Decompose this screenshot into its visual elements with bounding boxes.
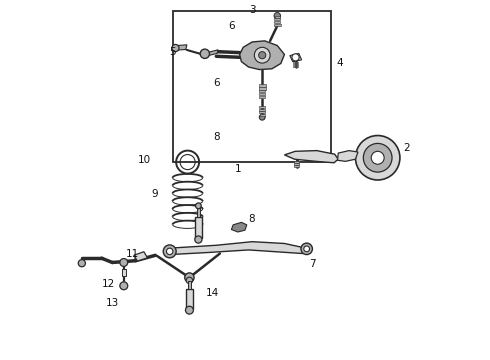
Circle shape (195, 236, 202, 243)
Text: 10: 10 (138, 155, 151, 165)
Bar (294, 163, 299, 165)
Bar (259, 90, 266, 93)
Text: 1: 1 (235, 164, 242, 174)
Bar (122, 269, 126, 276)
Circle shape (186, 306, 194, 314)
Polygon shape (285, 150, 338, 163)
Bar (259, 84, 266, 87)
Circle shape (167, 248, 173, 255)
Bar (274, 24, 280, 26)
Circle shape (292, 54, 299, 61)
Polygon shape (134, 252, 147, 261)
Bar (259, 111, 265, 113)
Text: 4: 4 (337, 58, 343, 68)
Text: 11: 11 (126, 248, 139, 258)
Bar (188, 282, 191, 289)
Text: 7: 7 (310, 259, 316, 269)
Text: 3: 3 (249, 5, 255, 15)
Bar (259, 106, 266, 108)
Circle shape (371, 151, 384, 164)
Text: 12: 12 (102, 279, 115, 289)
Bar (259, 87, 266, 90)
Polygon shape (176, 45, 187, 50)
Bar (196, 207, 200, 217)
Bar (259, 109, 265, 111)
Circle shape (364, 143, 392, 172)
Circle shape (78, 260, 85, 267)
Text: 8: 8 (213, 132, 220, 142)
Bar (294, 64, 298, 65)
Circle shape (185, 273, 194, 282)
Bar (274, 18, 280, 21)
Bar (294, 62, 298, 63)
Circle shape (259, 51, 266, 59)
Text: 8: 8 (248, 215, 255, 224)
Bar (274, 21, 280, 23)
Bar (274, 16, 280, 18)
Bar (259, 93, 265, 95)
Text: 2: 2 (403, 143, 410, 153)
Polygon shape (240, 41, 285, 69)
Bar (186, 289, 193, 309)
Bar (294, 66, 298, 67)
Circle shape (163, 245, 176, 258)
Bar (294, 161, 299, 163)
Circle shape (254, 47, 270, 63)
Circle shape (186, 277, 193, 284)
Circle shape (274, 13, 280, 19)
Text: 5: 5 (170, 46, 176, 57)
Circle shape (120, 282, 128, 290)
Text: 14: 14 (205, 288, 219, 298)
Polygon shape (231, 222, 247, 232)
Bar (259, 96, 265, 98)
Bar (294, 165, 299, 167)
Circle shape (196, 203, 201, 209)
Text: 6: 6 (228, 21, 235, 31)
Text: 9: 9 (151, 189, 158, 199)
Polygon shape (205, 50, 218, 56)
Bar (260, 114, 265, 116)
Polygon shape (170, 242, 306, 255)
Circle shape (304, 246, 310, 252)
Text: 6: 6 (213, 78, 220, 88)
Polygon shape (290, 53, 302, 62)
Text: 13: 13 (105, 298, 119, 308)
Bar (195, 217, 202, 238)
Circle shape (259, 114, 265, 120)
Circle shape (200, 49, 210, 58)
Circle shape (172, 44, 179, 51)
Polygon shape (338, 150, 358, 161)
Circle shape (355, 135, 400, 180)
Bar (173, 12, 331, 162)
Circle shape (120, 258, 128, 266)
Circle shape (301, 243, 313, 255)
